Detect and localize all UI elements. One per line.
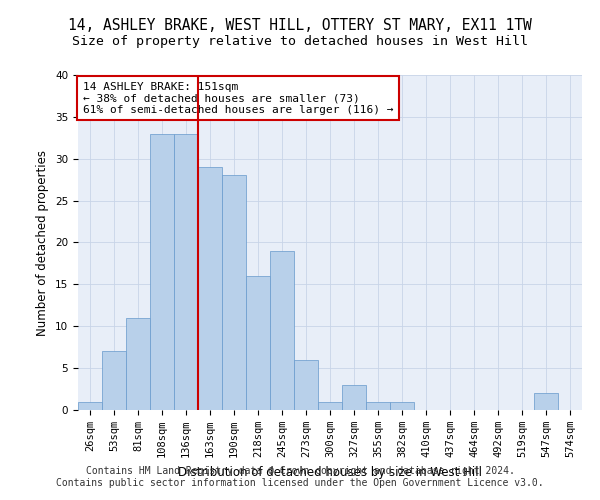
Bar xyxy=(198,167,222,410)
Y-axis label: Number of detached properties: Number of detached properties xyxy=(37,150,49,336)
Text: Size of property relative to detached houses in West Hill: Size of property relative to detached ho… xyxy=(72,35,528,48)
Text: 14 ASHLEY BRAKE: 151sqm
← 38% of detached houses are smaller (73)
61% of semi-de: 14 ASHLEY BRAKE: 151sqm ← 38% of detache… xyxy=(83,82,394,115)
Bar xyxy=(390,402,414,410)
Bar xyxy=(294,360,318,410)
Bar xyxy=(174,134,198,410)
Bar xyxy=(150,134,174,410)
Bar xyxy=(366,402,390,410)
Bar xyxy=(222,176,246,410)
Bar xyxy=(246,276,270,410)
Bar xyxy=(78,402,102,410)
Bar xyxy=(342,385,366,410)
Bar xyxy=(102,352,126,410)
Bar xyxy=(270,251,294,410)
X-axis label: Distribution of detached houses by size in West Hill: Distribution of detached houses by size … xyxy=(178,466,482,478)
Text: Contains HM Land Registry data © Crown copyright and database right 2024.
Contai: Contains HM Land Registry data © Crown c… xyxy=(56,466,544,487)
Text: 14, ASHLEY BRAKE, WEST HILL, OTTERY ST MARY, EX11 1TW: 14, ASHLEY BRAKE, WEST HILL, OTTERY ST M… xyxy=(68,18,532,32)
Bar xyxy=(126,318,150,410)
Bar xyxy=(534,393,558,410)
Bar xyxy=(318,402,342,410)
